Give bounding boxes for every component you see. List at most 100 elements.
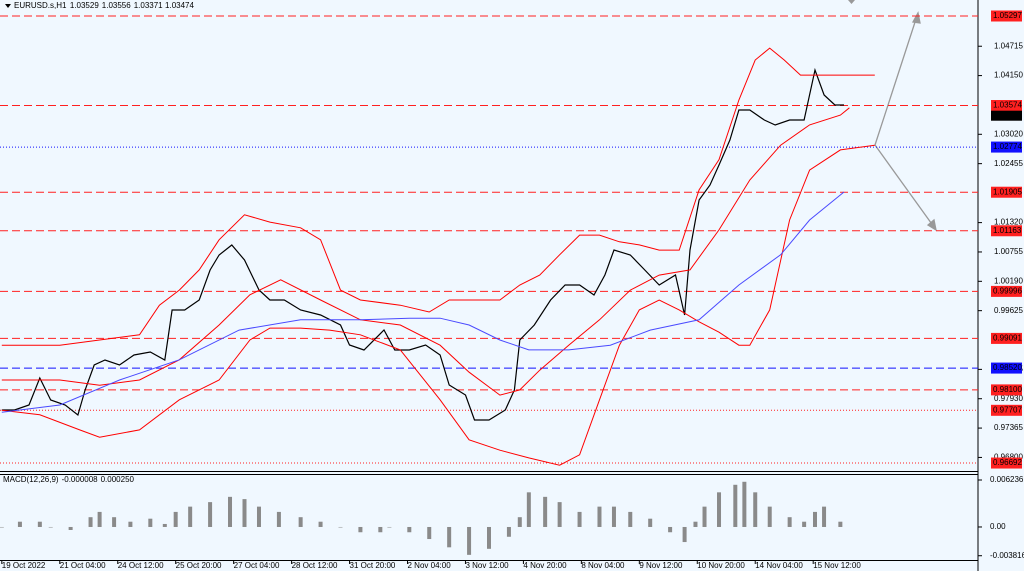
- level-label: 1.03574: [993, 101, 1022, 110]
- level-label: 0.99091: [993, 334, 1022, 343]
- y-tick-label: 1.03020: [994, 129, 1023, 138]
- y-tick-label: 1.00190: [994, 276, 1023, 285]
- close: 1.03474: [165, 1, 194, 10]
- y-tick-label: 1.01320: [994, 218, 1023, 227]
- macd-bar: [526, 492, 531, 527]
- y-tick-label: 1.04715: [994, 41, 1023, 50]
- level-label-box: [991, 225, 1022, 237]
- series-line: [1, 47, 875, 346]
- high: 1.03556: [102, 1, 131, 10]
- x-tick-label: 4 Nov 20:00: [523, 561, 567, 570]
- arrow-down: [874, 144, 935, 228]
- x-tick-label: 27 Oct 04:00: [234, 561, 280, 570]
- y-tick-label: 1.02455: [994, 159, 1023, 168]
- macd-bar: [577, 511, 582, 527]
- macd-bar: [597, 506, 602, 527]
- macd-bar: [517, 517, 522, 527]
- x-tick-label: 21 Oct 04:00: [60, 561, 106, 570]
- open: 1.03529: [70, 1, 99, 10]
- macd-bar: [787, 517, 792, 527]
- macd-bar: [378, 526, 383, 533]
- current-price-box: [991, 110, 1022, 121]
- chart-header: EURUSD.s,H1 1.03529 1.03556 1.03371 1.03474: [14, 1, 195, 10]
- series-line: [1, 191, 845, 413]
- x-tick-label: 19 Oct 2022: [2, 561, 46, 570]
- macd-bar: [318, 521, 323, 527]
- level-label: 1.02774: [993, 142, 1022, 151]
- level-label: 1.05297: [993, 11, 1022, 20]
- macd-bar: [822, 506, 827, 527]
- macd-bar: [256, 506, 261, 527]
- macd-bar: [733, 484, 738, 527]
- level-label-box: [991, 384, 1022, 396]
- macd-bar: [208, 502, 213, 527]
- x-tick-label: 15 Nov 12:00: [813, 561, 861, 570]
- series-line: [1, 144, 875, 466]
- macd-bar: [717, 492, 722, 527]
- macd-bar: [228, 496, 233, 527]
- macd-bar: [767, 506, 772, 527]
- level-label-box: [991, 332, 1022, 344]
- y-tick-label: 1.00755: [994, 247, 1023, 256]
- macd-bar: [682, 526, 687, 543]
- level-label: 0.98520: [993, 363, 1022, 372]
- projection-arrows: [874, 11, 937, 232]
- level-label: 0.97707: [993, 405, 1022, 414]
- macd-bar: [648, 518, 653, 527]
- macd-bar: [753, 492, 758, 527]
- current-price-label: 1.03474: [993, 111, 1022, 120]
- y-tick-label: 0.99625: [994, 306, 1023, 315]
- series-line: [1, 67, 844, 421]
- menu-triangle[interactable]: [5, 4, 11, 8]
- level-label: 1.01163: [993, 226, 1022, 235]
- macd-main: -0.000008: [62, 475, 99, 484]
- macd-bar: [358, 526, 363, 533]
- arrow-head: [926, 218, 937, 232]
- indicator-name: MACD(12,26,9): [3, 475, 59, 484]
- level-label-box: [991, 186, 1022, 198]
- level-label: 0.99996: [993, 287, 1022, 296]
- arrow-head: [911, 11, 921, 24]
- macd-bar: [162, 523, 167, 527]
- macd-bar: [97, 511, 102, 527]
- macd-bar: [467, 526, 472, 555]
- macd-bar: [487, 526, 491, 549]
- macd-bar: [17, 521, 22, 527]
- macd-bar: [838, 521, 843, 527]
- y-tick-label: 1.04150: [994, 71, 1023, 80]
- series-line: [1, 107, 850, 396]
- macd-bar: [802, 521, 807, 527]
- arrow-up: [874, 15, 918, 146]
- macd-bar: [173, 511, 178, 527]
- shift-marker: [848, 0, 855, 4]
- macd-header: MACD(12,26,9) -0.000008 0.000250: [3, 475, 135, 484]
- macd-bar: [298, 517, 303, 527]
- level-label-box: [991, 285, 1022, 297]
- macd-bar: [37, 521, 42, 527]
- x-tick-label: 28 Oct 12:00: [292, 561, 338, 570]
- macd-bar: [0, 526, 4, 528]
- macd-bar: [338, 526, 343, 528]
- macd-bar: [628, 511, 633, 527]
- low: 1.03371: [134, 1, 163, 10]
- y-tick-label: 0.00: [990, 522, 1006, 531]
- macd-bar: [557, 502, 562, 527]
- macd-bar: [506, 526, 511, 537]
- macd-bar: [742, 481, 747, 527]
- x-tick-label: 8 Nov 04:00: [581, 561, 625, 570]
- y-tick-label: 0.96800: [994, 453, 1023, 462]
- macd-bar: [128, 521, 133, 527]
- level-label: 0.98100: [993, 385, 1022, 394]
- level-label: 1.01905: [993, 187, 1022, 196]
- macd-bar: [188, 506, 193, 527]
- x-tick-label: 24 Oct 12:00: [118, 561, 164, 570]
- y-tick-label: 0.97365: [994, 423, 1023, 432]
- macd-signal: 0.000250: [101, 475, 135, 484]
- level-label-box: [991, 457, 1022, 469]
- x-tick-label: 3 Nov 12:00: [465, 561, 509, 570]
- x-tick-label: 25 Oct 20:00: [176, 561, 222, 570]
- x-tick-label: 10 Nov 20:00: [697, 561, 745, 570]
- level-label-box: [991, 10, 1022, 22]
